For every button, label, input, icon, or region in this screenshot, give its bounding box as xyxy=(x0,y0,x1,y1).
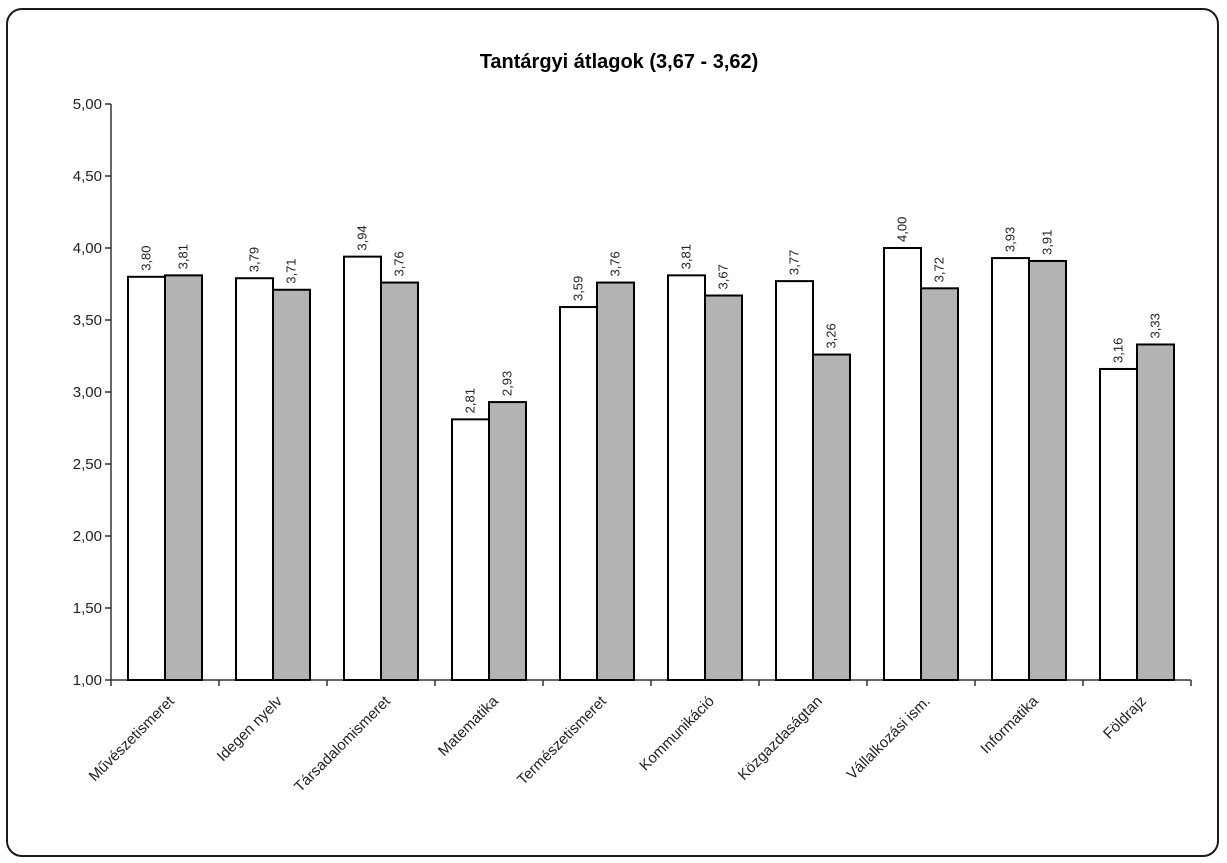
category-labels: Művészetismeret Idegen nyelv Társadalomism… xyxy=(86,692,1150,795)
category-label: Társadalomismeret xyxy=(291,692,394,795)
y-tick-label: 2,00 xyxy=(73,528,102,545)
y-tick-label: 1,00 xyxy=(73,672,102,689)
category-label: Matematika xyxy=(435,692,502,759)
category-label: Informatika xyxy=(977,692,1042,757)
data-label: 2,93 xyxy=(500,371,515,396)
category-label: Földrajz xyxy=(1100,693,1150,743)
bar xyxy=(991,257,1030,682)
chart-title: Tantárgyi átlagok (3,67 - 3,62) xyxy=(480,51,759,73)
data-label: 3,76 xyxy=(392,251,407,276)
category-label: Vállalkozási ism. xyxy=(843,693,933,783)
bar xyxy=(127,275,166,681)
bar xyxy=(667,274,706,681)
data-label: 3,59 xyxy=(571,276,586,301)
data-label: 4,00 xyxy=(895,217,910,242)
category-label: Kommunikáció xyxy=(636,693,718,775)
bar xyxy=(812,353,851,681)
data-label: 3,72 xyxy=(932,257,947,282)
bars xyxy=(127,247,1175,682)
data-label: 3,67 xyxy=(716,264,731,289)
bar xyxy=(380,281,419,681)
bar-chart: Tantárgyi átlagok (3,67 - 3,62) 1,00 1,50… xyxy=(73,51,1192,796)
data-label: 2,81 xyxy=(463,388,478,413)
data-label: 3,16 xyxy=(1111,338,1126,363)
data-label: 3,79 xyxy=(247,247,262,272)
data-label: 3,76 xyxy=(608,251,623,276)
y-tick-label: 1,50 xyxy=(73,600,102,617)
chart-frame: Tantárgyi átlagok (3,67 - 3,62) 1,00 1,50… xyxy=(6,8,1219,857)
category-label: Idegen nyelv xyxy=(214,692,287,765)
bar xyxy=(488,401,527,681)
y-tick-label: 3,50 xyxy=(73,312,102,329)
category-label: Közgazdaságtan xyxy=(735,693,826,784)
category-label: Művészetismeret xyxy=(86,692,179,785)
data-label: 3,81 xyxy=(176,244,191,269)
bar xyxy=(559,306,598,681)
data-label: 3,71 xyxy=(284,258,299,283)
bar xyxy=(883,247,922,681)
bar xyxy=(235,277,274,681)
data-label: 3,26 xyxy=(824,323,839,348)
y-tick-label: 2,50 xyxy=(73,456,102,473)
bar xyxy=(272,288,311,681)
bar xyxy=(596,281,635,681)
data-label: 3,33 xyxy=(1148,313,1163,338)
category-label: Természetismeret xyxy=(514,692,610,788)
data-label: 3,77 xyxy=(787,250,802,275)
data-label: 3,81 xyxy=(679,244,694,269)
data-label: 3,91 xyxy=(1040,230,1055,255)
data-label: 3,94 xyxy=(355,225,370,250)
bar xyxy=(1099,367,1138,681)
bar xyxy=(164,274,203,681)
data-label: 3,93 xyxy=(1003,227,1018,252)
y-tick-label: 5,00 xyxy=(73,96,102,113)
data-labels: 3,80 3,81 3,79 3,71 3,94 3,76 2,81 2,93 3,59 3,76… xyxy=(139,217,1163,414)
bar xyxy=(1136,343,1175,681)
y-tick-label: 4,50 xyxy=(73,168,102,185)
bar xyxy=(343,255,382,681)
bar xyxy=(704,294,743,681)
bar xyxy=(920,287,959,681)
bar xyxy=(775,280,814,681)
bar xyxy=(1028,259,1067,682)
data-label: 3,80 xyxy=(139,245,154,270)
y-tick-label: 3,00 xyxy=(73,384,102,401)
bar xyxy=(451,418,490,681)
y-tick-label: 4,00 xyxy=(73,240,102,257)
